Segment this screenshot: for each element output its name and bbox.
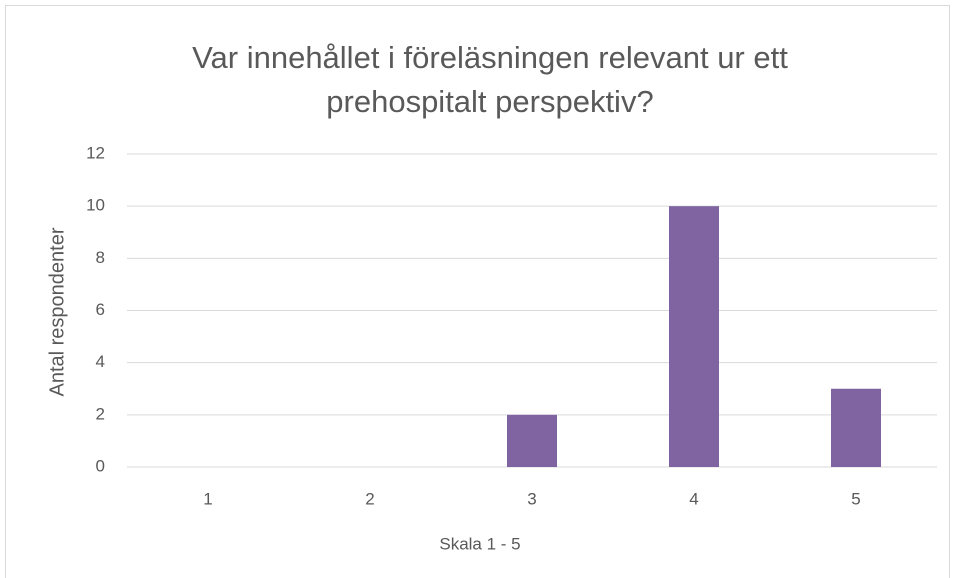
y-tick-label: 8 (96, 248, 105, 267)
y-tick-label: 12 (86, 143, 105, 162)
x-tick-label: 3 (527, 489, 536, 508)
bar (669, 206, 719, 467)
y-tick-label: 4 (96, 352, 105, 371)
chart-border (5, 5, 950, 578)
x-tick-label: 4 (689, 489, 698, 508)
x-tick-label: 2 (365, 489, 374, 508)
x-tick-label: 1 (203, 489, 212, 508)
y-tick-label: 2 (96, 404, 105, 423)
bar (831, 388, 881, 467)
y-tick-label: 0 (96, 456, 105, 475)
chart-title: Var innehållet i föreläsningen relevant … (192, 40, 788, 119)
x-axis-label: Skala 1 - 5 (439, 534, 520, 553)
y-tick-label: 6 (96, 300, 105, 319)
x-tick-label: 5 (851, 489, 860, 508)
y-tick-label: 10 (86, 196, 105, 215)
y-axis-label: Antal respondenter (46, 227, 68, 396)
bar (507, 414, 557, 467)
